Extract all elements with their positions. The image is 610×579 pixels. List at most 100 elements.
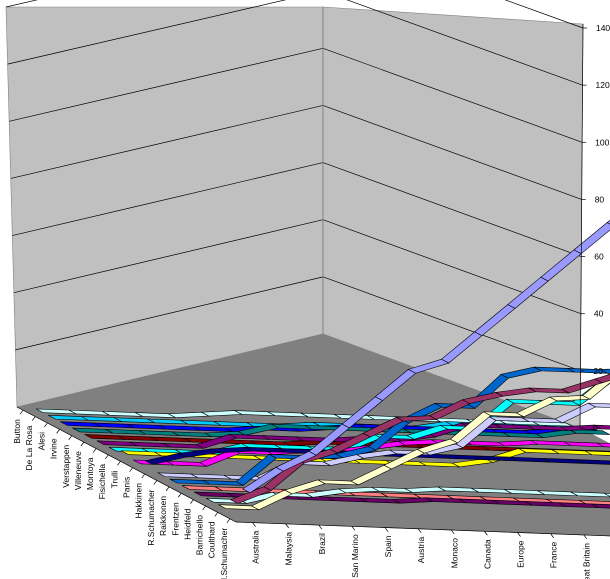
series-segment [588,402,610,408]
series-segment [591,503,610,509]
x-tick-mark [450,529,455,535]
series-axis-ticks: M.SchumacherCoulthardBarrichelloHeidfeld… [12,406,237,579]
x-tick-mark [285,523,289,529]
gridline [15,276,324,351]
series-tick-label: Heidfeld [182,508,192,539]
z-tick-label: 40 [594,309,604,319]
z-tick-label: 20 [593,366,603,376]
series-coulthard [229,374,610,504]
series-tick-label: Barrichello [195,515,205,555]
series-tick-label: R.Schumacher [146,489,156,545]
gridline [322,276,581,372]
series-tick-label: Button [12,419,22,444]
series-tick-label: Raikkonen [158,496,168,536]
z-axis-line [579,23,584,429]
series-m-schumacher [242,219,610,494]
series-segment [593,424,610,430]
series-tick-mark [92,448,97,453]
series-tick-mark [19,409,24,415]
series-tick-mark [31,416,36,421]
gridline [346,0,583,86]
series-tick-mark [80,441,85,447]
series-tick-mark [190,499,194,504]
x-tick-label: Great Britain [582,543,592,579]
x-tick-mark [417,528,422,534]
series-barrichello [218,372,610,511]
z-tick-label: 60 [594,252,604,262]
chart-walls [5,6,610,537]
x-tick-mark [252,522,256,527]
series-layer [35,219,610,511]
z-tick-label: 100 [595,137,609,147]
x-tick-label: San Marino [350,534,360,578]
series-tick-mark [68,435,73,440]
x-tick-label: Brazil [317,533,327,554]
series-tick-mark [202,505,206,511]
series-segment [603,492,610,497]
z-tick-label: 140 [596,23,610,33]
x-tick-label: Europe [516,540,526,568]
gridline [12,162,324,236]
x-tick-label: Spain [383,535,393,557]
series-tick-mark [141,473,146,479]
series-tick-mark [153,480,158,485]
z-tick-label: 120 [596,80,610,90]
gridline [5,0,38,8]
series-tick-mark [214,512,219,517]
x-tick-label: Malaysia [284,532,294,566]
gridline [322,47,583,143]
series-segment [569,429,610,435]
gridline [322,105,582,200]
series-tick-mark [117,461,121,466]
series-tick-label: Irvine [49,438,59,459]
x-tick-label: Australia [251,530,261,563]
x-tick-mark [351,526,356,531]
series-tick-mark [177,493,182,498]
series-tick-label: Villeneuve [73,451,83,490]
series-tick-mark [129,467,133,472]
series-tick-label: M.Schumacher [219,528,229,579]
series-segment [599,368,610,374]
series-tick-label: Trulli [109,470,119,488]
chart-gridlines [5,0,584,372]
gridline [9,47,324,122]
x-tick-label: Monaco [449,538,459,569]
x-tick-label: Austria [416,537,426,564]
series-tick-label: Fisichella [97,464,107,500]
series-tick-label: Panis [122,477,132,498]
series-heidfeld [206,486,610,504]
gridline [7,0,287,65]
series-segment [596,442,610,448]
x-tick-label: Canada [482,539,492,569]
gridline [322,162,582,257]
series-tick-label: Frentzen [170,502,180,536]
series-tick-label: Verstappen [61,444,71,487]
series-segment [594,374,610,384]
x-tick-mark [318,524,323,530]
series-tick-label: Montoya [85,457,95,490]
series-tick-label: De La Rosa [24,425,34,470]
x-tick-label: France [549,541,559,568]
x-tick-mark [384,527,389,532]
z-tick-label: 0 [593,423,598,433]
series-tick-mark [165,486,170,492]
gridline [322,219,581,315]
series-tick-label: Hakkinen [134,483,144,519]
series-tick-label: Alesi [36,432,46,451]
gridline [504,0,584,29]
series-segment [584,450,610,456]
gridline [13,219,324,294]
series-tick-mark [56,429,60,434]
z-axis-ticks: 0 20 40 60 80 100 120 140 [579,23,610,433]
series-axis-line [16,406,237,523]
series-tick-label: Coulthard [207,521,217,558]
x-tick-mark [484,531,488,536]
z-tick-label: 80 [595,194,605,204]
x-axis-ticks: Australia Malaysia Brazil San Marino Spain Au… [235,521,610,579]
gridline [10,105,324,179]
series-tick-mark [104,454,109,460]
series-tick-mark [44,422,48,428]
x-tick-mark [517,532,521,537]
x-tick-mark [583,534,588,540]
